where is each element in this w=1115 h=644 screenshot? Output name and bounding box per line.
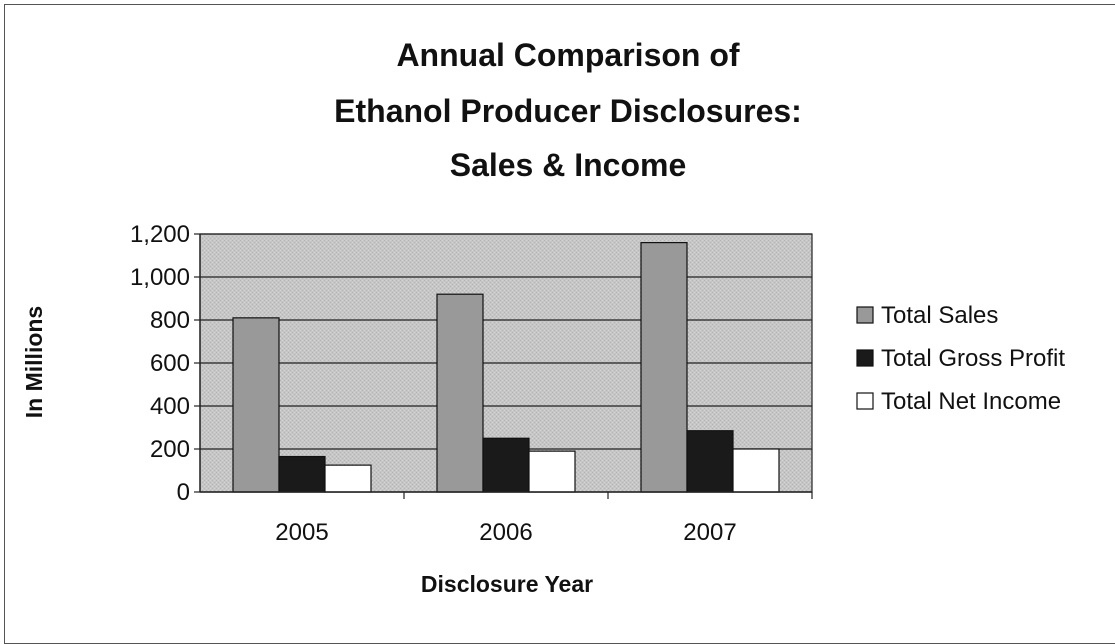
y-tick-label: 1,000 xyxy=(130,264,190,291)
y-tick-label: 0 xyxy=(177,479,190,506)
x-axis-title: Disclosure Year xyxy=(421,571,593,597)
y-tick-label: 1,200 xyxy=(130,221,190,248)
y-tick-label: 400 xyxy=(150,393,190,420)
bar-total-sales-2007 xyxy=(640,242,688,493)
y-tick-label: 800 xyxy=(150,307,190,334)
legend-swatch xyxy=(856,306,874,324)
y-axis-title: In Millions xyxy=(21,306,47,418)
bar-total-sales-2005 xyxy=(232,317,280,493)
x-tick-label: 2005 xyxy=(275,519,328,546)
legend-swatch xyxy=(856,392,874,410)
chart-title: Annual Comparison of Ethanol Producer Di… xyxy=(334,37,802,183)
legend-label: Total Sales xyxy=(881,302,998,329)
bar-chart: Annual Comparison of Ethanol Producer Di… xyxy=(21,37,1065,597)
bar-total-gross-profit-2006 xyxy=(482,437,530,493)
bar-total-net-income-2005 xyxy=(324,464,372,493)
chart-title-line-1: Annual Comparison of xyxy=(396,37,739,73)
chart-title-line-2: Ethanol Producer Disclosures: xyxy=(334,93,802,129)
y-tick-label: 200 xyxy=(150,436,190,463)
axes xyxy=(194,233,813,499)
x-tick-label: 2006 xyxy=(479,519,532,546)
x-tick-label: 2007 xyxy=(683,519,736,546)
bar-total-gross-profit-2005 xyxy=(278,455,326,493)
bar-total-net-income-2006 xyxy=(528,450,576,493)
legend-label: Total Net Income xyxy=(881,388,1061,415)
bar-total-net-income-2007 xyxy=(732,448,780,493)
bars xyxy=(232,242,780,493)
tick-labels: 0 200 400 600 800 1,000 1,200 2005 2006 2007 xyxy=(130,221,737,546)
legend-swatch xyxy=(856,349,874,367)
chart-title-line-3: Sales & Income xyxy=(450,147,687,183)
legend-label: Total Gross Profit xyxy=(881,345,1065,372)
bar-total-sales-2006 xyxy=(436,293,484,493)
y-tick-label: 600 xyxy=(150,350,190,377)
bar-total-gross-profit-2007 xyxy=(686,430,734,493)
legend: Total Sales Total Gross Profit Total Net I… xyxy=(856,302,1065,415)
